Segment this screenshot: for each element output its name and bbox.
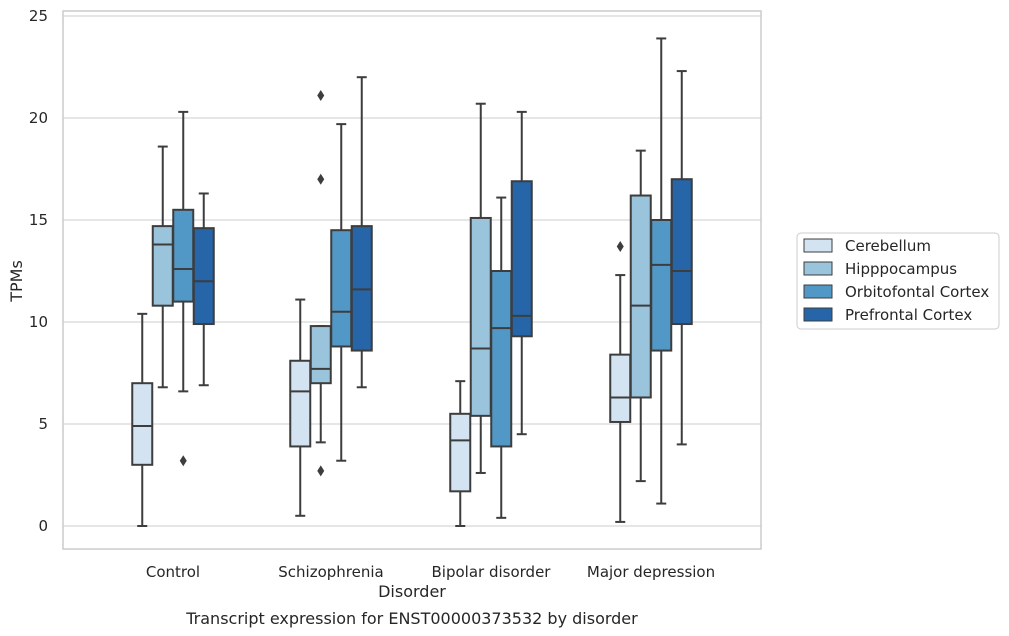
legend-entry: Hipppocampus	[845, 260, 957, 278]
y-tick-label: 20	[29, 109, 48, 127]
box-iqr	[289, 359, 312, 448]
legend-entry: Orbitofontal Cortex	[845, 283, 989, 301]
plot-frame	[62, 10, 762, 550]
y-tick-label: 15	[29, 211, 48, 229]
outlier-point	[616, 241, 624, 253]
box-iqr	[670, 178, 693, 326]
box-iqr	[192, 227, 215, 326]
y-tick-label: 25	[29, 7, 48, 25]
box-group	[650, 37, 673, 505]
y-tick-label: 10	[29, 313, 48, 331]
x-tick-label: Schizophrenia	[278, 563, 383, 581]
box-iqr	[309, 325, 332, 385]
box-group	[350, 76, 373, 389]
outlier-point	[317, 173, 325, 185]
outlier-point	[317, 465, 325, 477]
x-tick-label: Bipolar disorder	[432, 563, 552, 581]
box-iqr	[172, 208, 195, 303]
legend-entry: Cerebellum	[845, 237, 931, 255]
box-group	[330, 123, 353, 462]
box-iqr	[350, 225, 373, 352]
outlier-point	[317, 90, 325, 102]
box-group	[670, 70, 693, 446]
box-group	[192, 192, 215, 387]
legend-swatch	[803, 261, 833, 276]
box-group	[131, 312, 154, 527]
box-iqr	[449, 412, 472, 493]
box-iqr	[629, 194, 652, 399]
box-group	[490, 196, 513, 519]
box-group	[629, 149, 652, 483]
box-group	[609, 241, 632, 523]
legend-swatch	[803, 238, 833, 253]
legend-box	[796, 232, 1000, 330]
tick-labels: 0 5 10 15 20 25 Control Schizophrenia Bipolar di…	[29, 7, 715, 581]
box-iqr	[151, 225, 174, 307]
legend-swatch	[803, 284, 833, 299]
box-iqr	[330, 229, 353, 348]
legend: Cerebellum Hipppocampus Orbitofontal Corte…	[796, 232, 1000, 330]
box-iqr	[609, 353, 632, 423]
box-iqr	[131, 382, 154, 466]
box-group	[151, 145, 174, 389]
box-iqr	[650, 219, 673, 352]
box-group	[289, 298, 312, 517]
box-iqr	[490, 270, 513, 448]
box-group	[469, 102, 492, 474]
chart-caption: Transcript expression for ENST0000037353…	[185, 609, 638, 628]
y-tick-label: 0	[38, 517, 48, 535]
y-tick-label: 5	[38, 415, 48, 433]
box-iqr	[469, 216, 492, 417]
plot-border	[62, 10, 762, 550]
outlier-point	[179, 455, 187, 467]
legend-entry: Prefrontal Cortex	[845, 306, 972, 324]
boxes	[131, 37, 693, 527]
x-tick-label: Control	[146, 563, 200, 581]
y-axis-label: TPMs	[7, 260, 26, 303]
legend-swatch	[803, 307, 833, 322]
x-axis-label: Disorder	[378, 582, 446, 601]
box-iqr	[510, 180, 533, 338]
box-group	[510, 110, 533, 436]
box-group	[449, 380, 472, 527]
x-tick-label: Major depression	[587, 563, 715, 581]
box-group	[309, 90, 332, 477]
box-group	[172, 110, 195, 467]
